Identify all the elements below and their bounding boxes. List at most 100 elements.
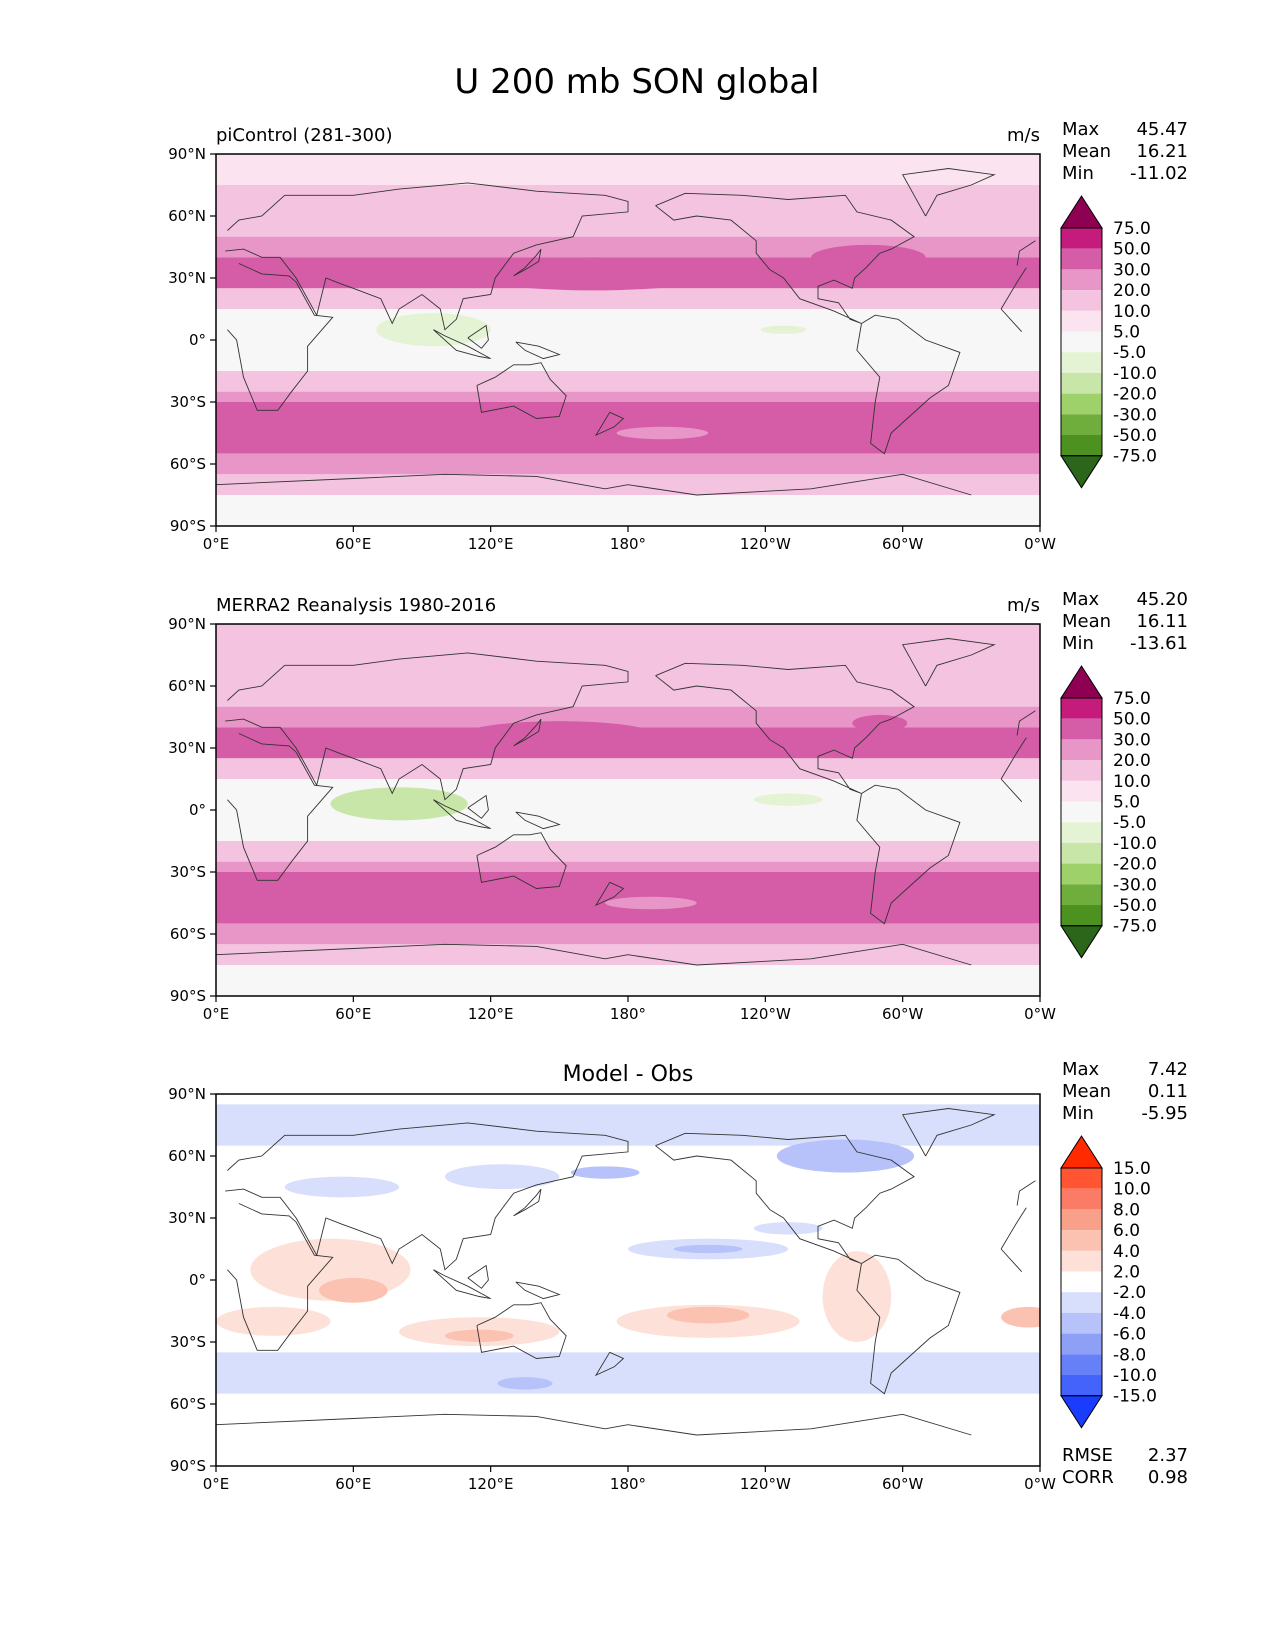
- field-band: [216, 350, 1040, 371]
- colorbar-level-label: -30.0: [1113, 875, 1157, 895]
- colorbar: 75.050.030.020.010.05.0-5.0-10.0-20.0-30…: [1060, 665, 1157, 959]
- coastline: [513, 248, 542, 277]
- colorbar-level-label: -10.0: [1113, 834, 1157, 854]
- coastline: [655, 192, 915, 324]
- stat-mean-value: 16.11: [1136, 611, 1188, 632]
- metrics-block: RMSE 2.37 CORR 0.98: [1062, 1445, 1188, 1488]
- coastline: [655, 662, 915, 794]
- x-tick-label: 0°W: [1024, 535, 1056, 553]
- colorbar-segment: [1061, 718, 1102, 740]
- units-label: m/s: [1007, 595, 1040, 616]
- coastline: [216, 943, 972, 966]
- colorbar-level-label: -5.0: [1113, 813, 1146, 833]
- field-band: [216, 1352, 1040, 1394]
- y-tick-label: 90°S: [170, 987, 206, 1005]
- coastline: [227, 1203, 1027, 1351]
- y-tick-label: 90°S: [170, 1457, 206, 1475]
- colorbar-segment: [1061, 884, 1102, 905]
- field-feature: [456, 721, 663, 755]
- coastline: [515, 1281, 561, 1300]
- colorbar-segment: [1061, 842, 1102, 864]
- panel-model-minus-obs: Model - Obs Max 7.42 Mean 0.11 Min -5.95…: [168, 1059, 1188, 1493]
- stats-block: Max 45.20 Mean 16.11 Min -13.61: [1062, 589, 1188, 654]
- colorbar-level-label: 8.0: [1113, 1200, 1140, 1220]
- y-tick-label: 60°S: [170, 925, 206, 943]
- x-tick-label: 120°E: [468, 1475, 514, 1493]
- metric-corr-label: CORR: [1062, 1467, 1114, 1488]
- field-feature: [605, 896, 697, 910]
- field-feature: [1001, 1306, 1040, 1328]
- field-feature: [760, 325, 807, 334]
- field-feature: [822, 1251, 892, 1342]
- colorbar-segment: [1061, 248, 1102, 270]
- plot-area: [216, 1094, 1040, 1466]
- colorbar: 15.010.08.06.04.02.0-2.0-4.0-6.0-8.0-10.…: [1060, 1135, 1157, 1429]
- coastline: [467, 324, 489, 349]
- y-tick-label: 0°: [189, 1271, 206, 1289]
- field-feature: [444, 1164, 560, 1190]
- colorbar-level-label: 2.0: [1113, 1263, 1140, 1283]
- colorbar-segment: [1061, 1168, 1102, 1189]
- plot-area: [216, 624, 1040, 996]
- colorbar-segment: [1061, 1333, 1102, 1355]
- stat-max-value: 7.42: [1148, 1059, 1188, 1080]
- colorbar-level-label: 20.0: [1113, 751, 1151, 771]
- colorbar-segment: [1061, 801, 1102, 823]
- colorbar-segment: [1061, 905, 1102, 926]
- panel-title: piControl (281-300): [216, 125, 392, 146]
- y-tick-label: 0°: [189, 331, 206, 349]
- colorbar-level-label: 5.0: [1113, 793, 1140, 813]
- stat-min-value: -13.61: [1130, 633, 1188, 654]
- x-tick-label: 0°W: [1024, 1475, 1056, 1493]
- y-tick-label: 90°N: [168, 1085, 206, 1103]
- coastline: [856, 784, 961, 925]
- coastline: [594, 1351, 625, 1377]
- stat-min-value: -11.02: [1130, 163, 1188, 184]
- coastline: [856, 1254, 961, 1395]
- colorbar-segment: [1061, 698, 1102, 719]
- colorbar-segment: [1061, 1250, 1102, 1272]
- colorbar-segment: [1061, 331, 1102, 353]
- colorbar-level-label: -4.0: [1113, 1304, 1146, 1324]
- field-feature: [753, 1222, 823, 1235]
- colorbar-segment: [1061, 310, 1102, 332]
- colorbar-segment: [1061, 414, 1102, 435]
- y-tick-label: 0°: [189, 801, 206, 819]
- stat-max-value: 45.47: [1136, 119, 1188, 140]
- colorbar-level-label: 15.0: [1113, 1159, 1151, 1179]
- colorbar-level-label: -75.0: [1113, 447, 1157, 467]
- x-tick-label: 60°E: [335, 1475, 371, 1493]
- colorbar-level-label: -75.0: [1113, 917, 1157, 937]
- coastline: [901, 638, 996, 687]
- axes: 0°E 60°E 120°E 180° 120°W 60°W 0°W 90°N 60°N 30°N…: [168, 1085, 1056, 1493]
- field-band: [216, 402, 1040, 454]
- colorbar-segment: [1061, 1230, 1102, 1251]
- x-tick-label: 60°W: [882, 1005, 924, 1023]
- colorbar-level-label: -8.0: [1113, 1345, 1146, 1365]
- x-tick-label: 60°W: [882, 535, 924, 553]
- coastline: [227, 733, 1027, 881]
- field-band: [216, 758, 1040, 779]
- colorbar-level-label: -50.0: [1113, 426, 1157, 446]
- x-tick-label: 120°W: [740, 1005, 791, 1023]
- field-band: [216, 1104, 1040, 1146]
- colorbar-segment: [1061, 1292, 1102, 1313]
- y-tick-label: 90°S: [170, 517, 206, 535]
- coastlines: [216, 1108, 1036, 1436]
- field-band: [216, 474, 1040, 495]
- colorbar-frame: [1060, 1167, 1103, 1397]
- y-tick-label: 60°N: [168, 677, 206, 695]
- colorbar-segment: [1061, 393, 1102, 415]
- stat-mean-value: 0.11: [1148, 1081, 1188, 1102]
- colorbar-segment: [1061, 372, 1102, 394]
- stat-max-label: Max: [1062, 589, 1100, 610]
- field-band: [216, 453, 1040, 475]
- colorbar-segment: [1061, 352, 1102, 373]
- colorbar-segment: [1061, 780, 1102, 802]
- stat-max-label: Max: [1062, 119, 1100, 140]
- colorbar-level-label: -2.0: [1113, 1283, 1146, 1303]
- coastline: [467, 794, 489, 819]
- x-tick-label: 60°E: [335, 535, 371, 553]
- coastline: [227, 263, 1027, 411]
